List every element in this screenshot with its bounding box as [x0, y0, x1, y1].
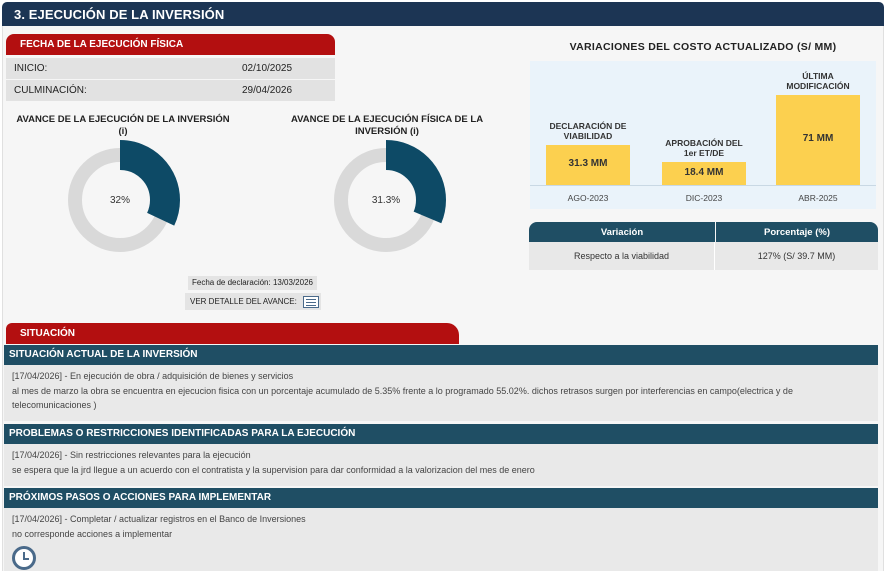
avance-fisica-donut-svg [326, 140, 446, 260]
chart-bar: 31.3 MM [546, 145, 630, 185]
variacion-cell: Respecto a la viabilidad [529, 242, 715, 270]
header-variacion: Variación [529, 222, 715, 242]
avance-fisica-donut: 31.3% [326, 140, 446, 260]
avance-inversion-value: 32% [109, 194, 130, 206]
problemas-header: PROBLEMAS O RESTRICCIONES IDENTIFICADAS … [4, 424, 878, 444]
avance-fisica-title-text: AVANCE DE LA EJECUCIÓN FÍSICA DE LA INVE… [290, 114, 484, 137]
situacion-tab: SITUACIÓN [6, 323, 459, 344]
situacion-actual-header: SITUACIÓN ACTUAL DE LA INVERSIÓN [4, 345, 878, 365]
fecha-tab: FECHA DE LA EJECUCIÓN FÍSICA [6, 34, 335, 55]
chart-title: VARIACIONES DEL COSTO ACTUALIZADO (S/ MM… [569, 41, 837, 53]
section-header: 3. EJECUCIÓN DE LA INVERSIÓN [2, 2, 884, 26]
avance-inversion-title-text: AVANCE DE LA EJECUCIÓN DE LA INVERSIÓN [16, 114, 230, 125]
inicio-label: INICIO: [14, 63, 48, 74]
proximos-pasos-line1: [17/04/2026] - Completar / actualizar re… [12, 514, 306, 524]
fecha-declaracion: Fecha de declaración: 13/03/2026 [188, 276, 317, 290]
problemas-line1: [17/04/2026] - Sin restricciones relevan… [12, 450, 251, 460]
avance-inversion-title: AVANCE DE LA EJECUCIÓN DE LA INVERSIÓN (… [6, 114, 240, 138]
culminacion-label: CULMINACIÓN: [14, 85, 87, 96]
clock-icon[interactable] [12, 546, 36, 570]
avance-inversion-donut: 32% [60, 140, 180, 260]
problemas-line2: se espera que la jrd llegue a un acuerdo… [12, 464, 535, 475]
situacion-actual-body: [17/04/2026] - En ejecución de obra / ad… [4, 365, 878, 421]
proximos-pasos-line2: no corresponde acciones a implementar [12, 528, 173, 539]
bar-value-label: 71 MM [802, 133, 834, 144]
avance-inversion-donut-svg [60, 140, 180, 260]
chart-bar: 18.4 MM [662, 162, 746, 185]
donut-progress-arc [60, 140, 180, 260]
avance-fisica-value: 31.3% [371, 194, 401, 206]
header-porcentaje: Porcentaje (%) [716, 222, 878, 242]
bar-caption: APROBACIÓN DEL 1er ET/DE [665, 138, 743, 158]
proximos-pasos-body: [17/04/2026] - Completar / actualizar re… [4, 508, 878, 571]
situacion-actual-line1: [17/04/2026] - En ejecución de obra / ad… [12, 371, 294, 381]
fecha-culminacion-row: CULMINACIÓN: 29/04/2026 [6, 80, 335, 101]
fecha-inicio-row: INICIO: 02/10/2025 [6, 58, 335, 79]
variacion-table-header: Variación Porcentaje (%) [529, 222, 878, 242]
x-tick-label: DIC-2023 [685, 193, 723, 203]
proximos-pasos-header: PRÓXIMOS PASOS O ACCIONES PARA IMPLEMENT… [4, 488, 878, 508]
table-row: Respecto a la viabilidad 127% (S/ 39.7 M… [529, 242, 878, 270]
bar-caption: ÚLTIMA MODIFICACIÓN [786, 71, 850, 91]
chart-axis [530, 185, 876, 186]
avance-fisica-title: AVANCE DE LA EJECUCIÓN FÍSICA DE LA INVE… [270, 114, 504, 138]
avance-inversion-info-icon[interactable]: (i) [118, 126, 128, 137]
ver-detalle-label: VER DETALLE DEL AVANCE: [190, 297, 297, 306]
inicio-value: 02/10/2025 [242, 63, 293, 74]
avance-fisica-info-icon[interactable]: (i) [409, 126, 419, 137]
bar-value-label: 31.3 MM [568, 158, 608, 169]
chart-bar: 71 MM [776, 95, 860, 185]
x-tick-label: AGO-2023 [567, 193, 609, 203]
x-tick-label: ABR-2025 [798, 193, 838, 203]
problemas-body: [17/04/2026] - Sin restricciones relevan… [4, 444, 878, 486]
culminacion-value: 29/04/2026 [242, 85, 293, 96]
donut-progress-arc [326, 140, 446, 260]
porcentaje-cell: 127% (S/ 39.7 MM) [757, 251, 836, 261]
variacion-table: Variación Porcentaje (%) Respecto a la v… [529, 222, 878, 270]
bar-value-label: 18.4 MM [684, 166, 724, 178]
bar-caption: DECLARACIÓN DE VIABILIDAD [549, 121, 627, 141]
ver-detalle-button[interactable]: VER DETALLE DEL AVANCE: [185, 293, 321, 310]
situacion-actual-line2: al mes de marzo la obra se encuentra en … [12, 385, 793, 411]
document-icon[interactable] [302, 295, 319, 308]
